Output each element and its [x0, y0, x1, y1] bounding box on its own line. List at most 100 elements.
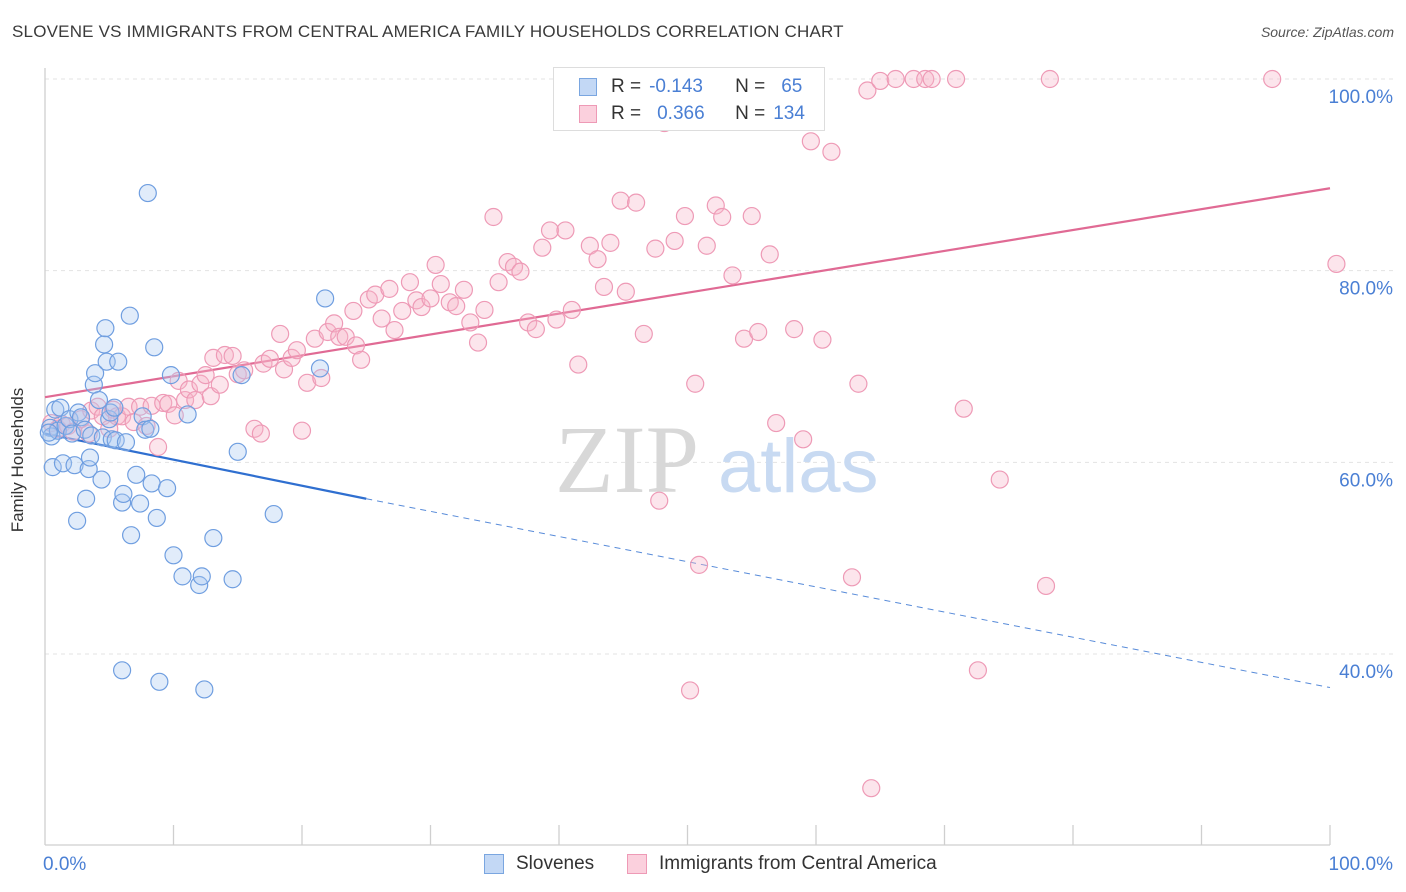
series-slovenes	[39, 183, 335, 699]
data-point-slovenes	[161, 366, 181, 385]
tick-labels: 100.0% 80.0% 60.0% 40.0% 0.0% 100.0%	[43, 87, 1393, 875]
axes	[44, 68, 1331, 846]
data-point-central-america	[154, 393, 173, 413]
data-point-central-america	[922, 69, 941, 89]
data-point-central-america	[385, 320, 404, 340]
data-point-central-america	[191, 374, 210, 393]
data-point-slovenes	[164, 546, 183, 565]
data-point-central-america	[785, 320, 804, 339]
data-point-slovenes	[79, 459, 98, 479]
data-point-slovenes	[86, 364, 105, 383]
data-point-central-america	[849, 374, 868, 393]
data-point-slovenes	[141, 419, 160, 438]
series-central-america	[42, 69, 1346, 798]
data-point-central-america	[447, 297, 466, 316]
data-point-central-america	[287, 341, 306, 360]
data-point-slovenes	[43, 458, 62, 477]
data-point-central-america	[686, 374, 705, 393]
data-point-slovenes	[109, 352, 128, 371]
data-point-central-america	[175, 390, 195, 410]
y-tick-label: 40.0%	[1339, 662, 1393, 683]
legend-row-slovenes: R = -0.143 N = 65	[554, 74, 802, 100]
legend-n-label: N =	[735, 76, 766, 97]
watermark: ZIP atlas	[555, 406, 879, 513]
data-point-slovenes	[228, 442, 247, 461]
data-point-central-america	[454, 280, 474, 299]
legend-row-central-america: R = 0.366 N = 134	[554, 101, 805, 127]
data-point-slovenes	[77, 489, 96, 508]
trend-line-slovenes-extension	[366, 498, 1331, 689]
data-point-central-america	[697, 236, 716, 255]
bottom-legend-central-america: Immigrants from Central America	[627, 851, 937, 877]
data-point-central-america	[547, 310, 566, 329]
data-point-central-america	[556, 221, 575, 240]
legend-n-value: 134	[773, 103, 805, 124]
y-tick-label: 80.0%	[1339, 279, 1393, 300]
data-point-central-america	[298, 373, 317, 392]
data-point-slovenes	[112, 661, 132, 680]
data-point-central-america	[260, 349, 279, 368]
data-point-slovenes	[121, 526, 141, 545]
data-point-slovenes	[138, 183, 157, 203]
data-point-slovenes	[120, 306, 139, 325]
data-point-central-america	[611, 191, 630, 210]
data-point-central-america	[689, 555, 709, 574]
data-point-slovenes	[173, 567, 192, 586]
data-point-central-america	[210, 375, 229, 394]
data-point-slovenes	[60, 410, 79, 429]
data-point-slovenes	[100, 410, 119, 429]
legend-r-label: R =	[611, 103, 642, 124]
x-tick-label: 100.0%	[1329, 854, 1394, 875]
data-point-slovenes	[130, 494, 150, 513]
bottom-legend-label: Slovenes	[516, 853, 595, 874]
legend-r-value: -0.143	[649, 76, 703, 97]
data-point-central-america	[842, 568, 862, 587]
data-point-central-america	[588, 250, 607, 269]
data-point-central-america	[594, 277, 614, 297]
data-point-slovenes	[127, 465, 146, 484]
data-point-central-america	[1263, 69, 1282, 89]
data-point-central-america	[794, 430, 813, 449]
data-point-slovenes	[145, 338, 164, 357]
data-point-central-america	[204, 348, 223, 367]
data-point-slovenes	[116, 433, 136, 452]
data-point-central-america	[330, 327, 349, 346]
data-point-central-america	[749, 322, 768, 342]
data-point-slovenes	[178, 405, 197, 424]
data-point-central-america	[723, 266, 742, 285]
data-point-central-america	[519, 313, 538, 332]
bottom-legend-slovenes: Slovenes	[484, 851, 594, 877]
data-point-central-america	[858, 81, 877, 100]
data-point-central-america	[346, 336, 366, 355]
data-point-slovenes	[114, 484, 133, 504]
data-point-central-america	[742, 206, 761, 226]
data-point-central-america	[680, 681, 700, 700]
data-point-slovenes	[136, 420, 155, 439]
data-point-central-america	[400, 273, 420, 292]
watermark-atlas: atlas	[718, 424, 879, 509]
legend-swatch-blue	[579, 78, 597, 96]
data-point-central-america	[489, 273, 508, 292]
data-point-central-america	[650, 491, 669, 510]
data-point-central-america	[292, 421, 312, 440]
bottom-legend-label: Immigrants from Central America	[659, 853, 937, 874]
data-point-central-america	[251, 424, 270, 443]
data-point-central-america	[468, 333, 488, 352]
data-point-central-america	[511, 262, 530, 281]
data-point-slovenes	[39, 423, 58, 442]
data-point-central-america	[393, 301, 412, 321]
data-point-central-america	[475, 300, 494, 320]
data-point-central-america	[616, 282, 635, 301]
data-point-central-america	[580, 236, 599, 255]
legend-r-value: 0.366	[657, 103, 705, 124]
data-point-slovenes	[195, 680, 214, 699]
data-point-central-america	[533, 238, 552, 257]
data-point-central-america	[372, 309, 391, 328]
y-tick-label: 100.0%	[1329, 87, 1394, 108]
data-point-central-america	[461, 313, 480, 332]
data-point-central-america	[801, 132, 820, 151]
data-point-central-america	[665, 231, 684, 251]
data-point-central-america	[186, 390, 205, 410]
data-point-central-america	[484, 207, 503, 227]
y-tick-label: 60.0%	[1339, 470, 1393, 491]
